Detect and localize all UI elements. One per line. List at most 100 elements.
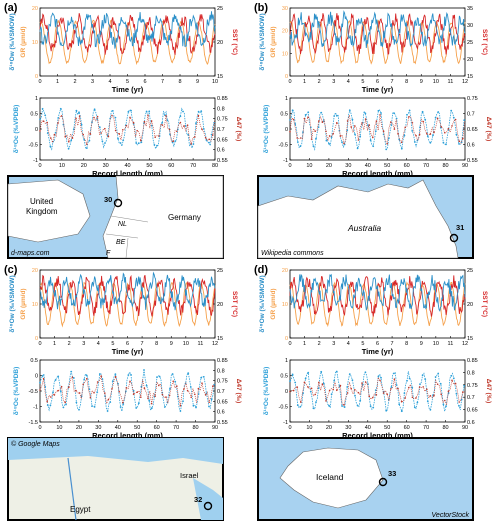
d18oc-point <box>460 141 463 144</box>
top-plot-area <box>39 269 216 339</box>
bottom-left-ytick-label: -0.5 <box>29 389 38 395</box>
d18oc-point <box>372 406 375 409</box>
d47-point <box>318 120 320 122</box>
d18oc-axis-label: δ¹⁸Oc (‰VPDB) <box>13 105 20 154</box>
bottom-xtick-label: 70 <box>423 425 429 431</box>
d18oc-point <box>374 389 377 391</box>
d47-point <box>289 130 291 133</box>
top-xtick-label: 8 <box>178 79 181 85</box>
top-right-ytick-label: 20 <box>467 57 473 63</box>
site-marker <box>449 233 459 243</box>
d18oc-point <box>59 390 62 393</box>
d47-point <box>107 135 110 138</box>
d18ow-axis-label: δ¹⁸Ow (‰VSMOW) <box>259 275 266 332</box>
d18oc-point <box>442 141 445 144</box>
d47-point <box>212 385 214 388</box>
top-left-ytick-label: 20 <box>282 268 288 274</box>
d18oc-point <box>434 376 437 378</box>
d47-point <box>143 120 146 123</box>
bottom-xtick-label: 60 <box>404 163 410 169</box>
top-right-ytick-label: 20 <box>217 302 223 308</box>
d18oc-point <box>442 403 445 406</box>
bottom-xtick-label: 80 <box>212 163 218 169</box>
d47-point <box>42 377 45 380</box>
d18oc-point <box>387 137 390 140</box>
d18oc-point <box>312 407 315 410</box>
d18oc-point <box>359 135 362 138</box>
top-xtick-label: 3 <box>91 79 94 85</box>
map-label-nl: NL <box>118 221 127 228</box>
d47-point <box>451 379 453 382</box>
d18oc-point <box>315 137 317 140</box>
d18oc-point <box>424 378 427 380</box>
d18oc-point <box>72 377 75 379</box>
gr-axis-label: GR (µm/d) <box>270 288 277 319</box>
bottom-right-ytick-label: 0.7 <box>217 127 225 133</box>
bottom-right-ytick-label: 0.65 <box>217 399 228 405</box>
bottom-left-ytick-label: -1 <box>33 405 38 411</box>
d47-point <box>39 389 41 391</box>
d18oc-axis-label: δ¹⁸Oc (‰VPDB) <box>263 367 270 416</box>
d47-point <box>147 114 149 117</box>
gr-axis-label: GR (µm/d) <box>20 288 27 319</box>
d18ow-axis-label: δ¹⁸Ow (‰VSMOW) <box>9 275 16 332</box>
d47-point <box>208 138 210 141</box>
d47-point <box>39 130 41 132</box>
d18oc-point <box>408 377 411 380</box>
d18oc-point <box>205 139 208 141</box>
d47-point <box>194 136 196 138</box>
d47-line <box>289 376 465 407</box>
bottom-xtick-label: 90 <box>462 425 468 431</box>
d47-point <box>332 133 335 135</box>
d47-point <box>400 141 403 144</box>
top-xtick-label: 6 <box>376 341 379 347</box>
d18oc-point <box>312 145 315 148</box>
bottom-right-ytick-label: 0.65 <box>467 127 478 133</box>
d47-point <box>400 400 403 403</box>
d18oc-axis-label: δ¹⁸Oc (‰VPDB) <box>263 105 270 154</box>
d47-point <box>212 134 214 136</box>
top-right-ytick-label: 25 <box>217 6 223 12</box>
d18oc-point <box>390 386 393 388</box>
d18oc-point <box>445 143 447 146</box>
d47-point <box>46 401 48 403</box>
map-credit: VectorStock <box>432 512 470 519</box>
top-xtick-label: 1 <box>56 79 59 85</box>
d18oc-point <box>195 122 197 125</box>
d18oc-point <box>150 124 153 127</box>
top-left-ytick-label: 10 <box>32 302 38 308</box>
bottom-left-ytick-label: 1 <box>285 96 288 102</box>
d47-point <box>89 396 92 399</box>
d18oc-point <box>111 380 114 382</box>
bottom-xtick-label: 30 <box>345 425 351 431</box>
map-credit: d-maps.com <box>11 250 50 257</box>
d47-point <box>296 386 299 388</box>
top-xtick-label: 5 <box>126 79 129 85</box>
d47-point <box>53 133 56 136</box>
d47-point <box>303 381 306 384</box>
map: Israel Egypt 32 © Google Maps <box>7 437 224 521</box>
d18oc-point <box>335 114 338 117</box>
d47-point <box>357 139 360 141</box>
d47-axis-label: Δ47 (‰) <box>485 379 492 404</box>
panel-label: (c) <box>4 264 18 276</box>
d18oc-point <box>429 408 432 411</box>
d47-point <box>292 389 295 392</box>
d47-point <box>372 396 374 399</box>
map-label-iceland: Iceland <box>316 472 344 482</box>
site-number: 33 <box>388 469 396 478</box>
d18oc-point <box>458 405 460 407</box>
d18oc-point <box>210 398 213 401</box>
map-label-de: Germany <box>168 213 201 222</box>
d18oc-point <box>333 379 336 382</box>
bottom-right-ytick-label: 0.7 <box>467 395 475 401</box>
d18oc-point <box>307 371 310 374</box>
top-right-ytick-label: 15 <box>217 336 223 342</box>
bottom-xtick-label: 60 <box>404 425 410 431</box>
d18oc-point <box>150 407 153 409</box>
d18oc-point <box>351 379 354 381</box>
top-series <box>39 271 216 328</box>
d47-point <box>451 125 453 127</box>
